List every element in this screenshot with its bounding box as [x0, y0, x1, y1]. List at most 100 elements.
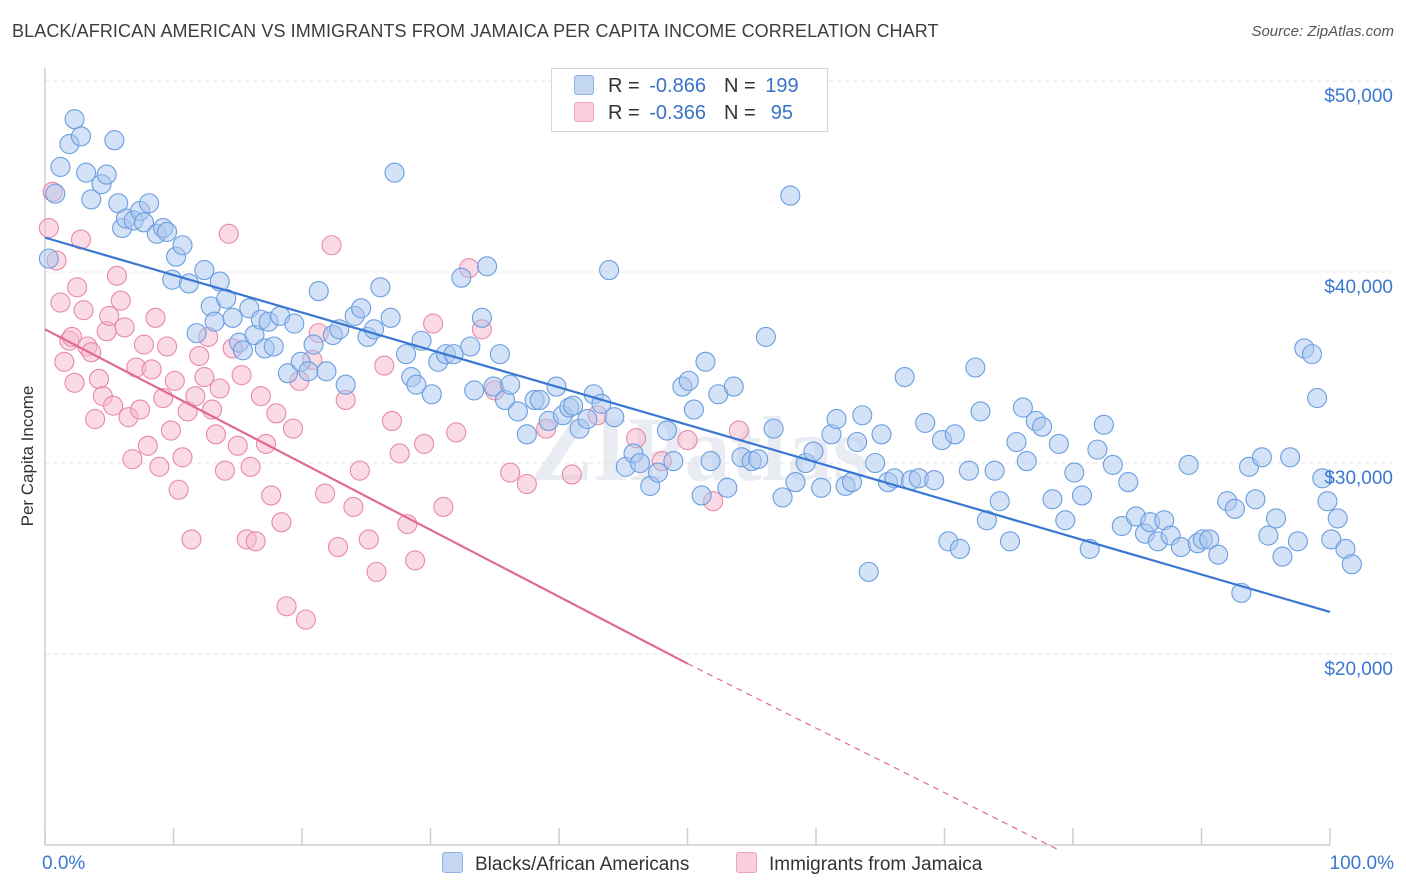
data-point: [139, 193, 160, 214]
data-point: [604, 407, 625, 428]
data-point: [295, 609, 316, 630]
data-point: [464, 380, 485, 401]
data-point: [852, 405, 873, 426]
y-tick-label: $20,000: [1324, 659, 1393, 680]
legend-item-blacks[interactable]: Blacks/African Americans: [442, 852, 689, 876]
data-point: [599, 260, 620, 281]
data-point: [343, 496, 364, 517]
data-point: [529, 389, 550, 411]
data-point: [563, 395, 584, 416]
data-point: [172, 235, 193, 256]
data-point: [266, 403, 287, 424]
data-point: [748, 449, 769, 470]
legend-item-jamaica[interactable]: Immigrants from Jamaica: [736, 852, 982, 876]
data-point: [1064, 462, 1085, 483]
data-point: [500, 374, 521, 395]
data-point: [460, 336, 481, 357]
data-point: [316, 361, 337, 382]
data-point: [81, 189, 102, 210]
data-point: [865, 452, 886, 474]
data-point: [1272, 546, 1293, 567]
data-point: [358, 529, 379, 550]
data-point: [231, 365, 252, 386]
data-point: [73, 300, 94, 321]
data-point: [999, 531, 1021, 552]
data-point: [327, 536, 349, 558]
data-point: [1048, 433, 1069, 454]
data-point: [1251, 447, 1272, 468]
data-point: [110, 290, 131, 311]
data-point: [263, 336, 284, 357]
data-point: [122, 449, 143, 470]
data-point: [629, 452, 651, 474]
trend-line-jamaica: [44, 328, 689, 665]
data-point: [38, 218, 59, 239]
legend-r-label: R =: [608, 102, 640, 124]
data-point: [723, 376, 744, 397]
y-axis-label: Per Capita Income: [18, 385, 37, 527]
data-point: [894, 366, 915, 388]
data-point: [451, 267, 472, 288]
data-point: [1301, 344, 1323, 365]
legend-row-jamaica: R = -0.366 N = 95: [574, 102, 793, 128]
data-point: [1055, 510, 1076, 531]
data-point: [772, 487, 793, 508]
data-point: [389, 443, 410, 464]
legend-r-value: -0.866: [649, 75, 706, 97]
data-point: [54, 351, 75, 372]
y-tick-label: $40,000: [1324, 277, 1393, 298]
gridlines: [45, 80, 1392, 655]
data-point: [763, 418, 784, 439]
data-point: [88, 368, 110, 390]
data-point: [414, 433, 435, 454]
data-point: [755, 326, 776, 347]
data-point: [245, 531, 266, 552]
data-point: [958, 460, 979, 481]
data-point: [276, 596, 297, 617]
data-point: [1042, 489, 1063, 510]
data-point: [114, 317, 135, 338]
data-point: [227, 435, 248, 456]
data-point: [164, 370, 185, 391]
data-point: [678, 370, 699, 391]
data-point: [516, 424, 537, 445]
data-point: [106, 265, 128, 286]
data-point: [308, 281, 329, 302]
data-point: [1178, 454, 1199, 475]
legend-n-label: N =: [723, 75, 756, 97]
data-point: [405, 550, 426, 571]
data-point: [370, 277, 391, 298]
legend-label: Blacks/African Americans: [475, 854, 690, 875]
data-point: [185, 386, 206, 407]
data-point: [216, 288, 237, 309]
legend-swatch-blue: [574, 75, 594, 95]
data-point: [858, 561, 879, 582]
data-point: [384, 162, 405, 183]
data-point: [157, 336, 178, 357]
data-point: [396, 344, 417, 365]
data-point: [1016, 451, 1037, 472]
data-point: [303, 334, 324, 355]
data-point: [181, 529, 202, 550]
data-point: [663, 451, 684, 472]
data-point: [915, 412, 936, 433]
data-point: [717, 477, 738, 498]
data-point: [507, 401, 528, 422]
legend-n-label: N =: [723, 102, 756, 124]
legend-n-value: 95: [765, 102, 794, 124]
data-point: [45, 183, 66, 204]
data-point: [944, 424, 965, 445]
data-point: [298, 361, 319, 382]
data-point: [423, 313, 444, 334]
data-point: [315, 483, 336, 504]
data-point: [85, 409, 106, 430]
data-point: [803, 441, 824, 462]
data-point: [1111, 515, 1132, 537]
data-point: [1199, 529, 1220, 550]
data-point: [351, 298, 372, 319]
data-point: [137, 435, 158, 456]
data-point: [965, 357, 986, 378]
data-point: [1321, 529, 1342, 550]
data-point: [374, 355, 395, 376]
